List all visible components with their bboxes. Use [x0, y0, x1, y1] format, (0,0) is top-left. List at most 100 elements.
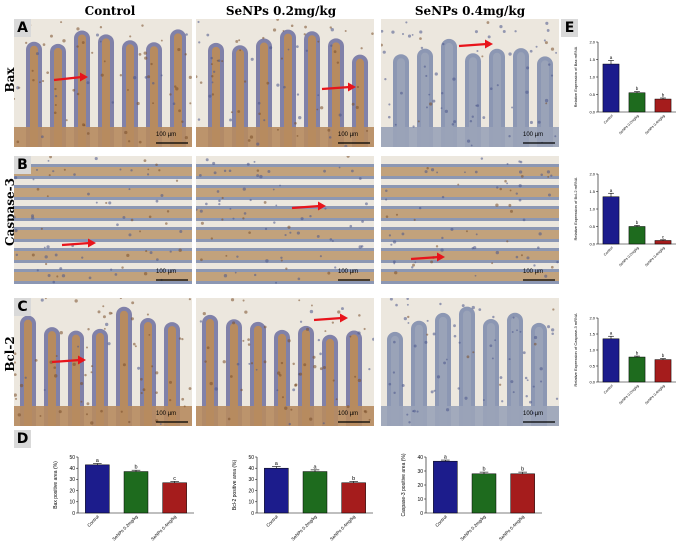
- bar-2: [628, 92, 646, 113]
- chart-d-casp3: Caspase-3 positive area (%) 0 10 20 30 40 a Con…: [398, 451, 548, 548]
- column-header-senp-04: SeNPs 0.4mg/kg: [414, 4, 526, 18]
- y-tick-label: 0.0: [589, 379, 595, 384]
- y-axis-label: Bcl-2 positive area (%): [232, 460, 238, 511]
- y-tick-label: 1.0: [589, 74, 595, 79]
- scale-bar-label: 100 µm: [156, 132, 177, 138]
- scale-bar-label: 100 µm: [523, 411, 544, 417]
- category-label: Control: [434, 514, 448, 528]
- chart-e-bcl2: Relative Expression of Bcl-2 mRNA 0.0 0.5 1…: [570, 168, 682, 279]
- significance-letter: b: [662, 93, 665, 98]
- chart-e-casp3: Relative Expression of Caspase-3 mRNA 0.0…: [570, 312, 682, 417]
- scale-bar-label: 100 µm: [338, 132, 359, 138]
- significance-letter: b: [134, 465, 137, 471]
- micrograph-bcl-2-senp-02: [196, 298, 374, 426]
- bar-3: [162, 482, 187, 514]
- column-header-control: Control: [84, 4, 136, 18]
- y-tick-label: 0.5: [589, 92, 595, 97]
- bar-1: [602, 196, 620, 245]
- significance-letter: a: [96, 458, 100, 464]
- micrograph-bax-control: [14, 19, 192, 147]
- category-label: SeNPs 0.2mg/kg: [459, 514, 487, 542]
- significance-letter: c: [173, 476, 176, 482]
- scale-bar-label: 100 µm: [156, 411, 177, 417]
- significance-letter: a: [275, 461, 279, 467]
- column-header-senp-02: SeNPs 0.2mg/kg: [225, 4, 337, 18]
- y-tick-label: 20: [69, 488, 75, 494]
- micrograph-bcl-2-senp-04: [381, 298, 559, 426]
- significance-letter: a: [610, 331, 613, 336]
- category-label: SeNPs 0.4mg/kg: [644, 246, 665, 267]
- category-label: Control: [603, 384, 614, 395]
- y-tick-label: 40: [248, 466, 254, 472]
- y-tick-label: 40: [69, 466, 75, 472]
- significance-letter: b: [662, 353, 665, 358]
- y-axis-label: Relative Expression of Bcl-2 mRNA: [573, 177, 578, 240]
- significance-letter: b: [521, 467, 524, 473]
- scale-bar-label: 100 µm: [523, 132, 544, 138]
- bar-2: [628, 356, 646, 383]
- y-tick-label: 50: [248, 455, 254, 461]
- y-tick-label: 1.5: [589, 189, 595, 194]
- red-arrow-icon: [313, 313, 348, 323]
- y-tick-label: 0: [72, 511, 75, 517]
- chart-d-bax: Bax positive area (%) 0 10 20 30 40 50 a Control…: [50, 451, 200, 548]
- bar-1: [264, 467, 289, 514]
- y-tick-label: 10: [69, 500, 75, 506]
- micrograph-caspase-3-senp-04: [381, 156, 559, 284]
- chart-d-bcl2: Bcl-2 positive area (%) 0 10 20 30 40 50 a Contr…: [229, 451, 379, 548]
- bar-3: [654, 98, 672, 113]
- category-label: SeNPs 0.4mg/kg: [329, 514, 357, 542]
- y-tick-label: 10: [417, 497, 423, 503]
- scale-bar-label: 100 µm: [338, 411, 359, 417]
- significance-letter: b: [352, 476, 355, 482]
- micrograph-caspase-3-senp-02: [196, 156, 374, 284]
- bar-3: [654, 359, 672, 383]
- y-tick-label: 30: [69, 477, 75, 483]
- y-tick-label: 20: [417, 483, 423, 489]
- y-tick-label: 0.0: [589, 109, 595, 114]
- bar-2: [471, 473, 497, 514]
- y-tick-label: 0: [420, 511, 423, 517]
- micrograph-bax-senp-04: [381, 19, 559, 147]
- scale-bar-label: 100 µm: [156, 269, 177, 275]
- bar-3: [341, 482, 366, 514]
- y-tick-label: 30: [248, 477, 254, 483]
- bar-3: [510, 473, 535, 514]
- panel-letter-e: E: [561, 19, 578, 37]
- y-tick-label: 0: [251, 511, 254, 517]
- y-tick-label: 10: [248, 500, 254, 506]
- significance-letter: b: [636, 220, 639, 225]
- category-label: SeNPs 0.2mg/kg: [618, 384, 639, 405]
- bar-2: [123, 471, 149, 514]
- scale-bar-label: 100 µm: [338, 269, 359, 275]
- y-axis-label: Relative Expression of Caspase-3 mRNA: [573, 313, 578, 386]
- micrograph-caspase-3-control: [14, 156, 192, 284]
- category-label: Control: [603, 114, 614, 125]
- red-arrow-icon: [410, 252, 445, 262]
- category-label: Control: [86, 514, 100, 528]
- red-arrow-icon: [53, 72, 88, 82]
- category-label: SeNPs 0.2mg/kg: [618, 246, 639, 267]
- category-label: SeNPs 0.4mg/kg: [644, 114, 665, 135]
- y-tick-label: 30: [417, 469, 423, 475]
- category-label: Control: [603, 246, 614, 257]
- y-tick-label: 1.0: [589, 347, 595, 352]
- category-label: SeNPs 0.2mg/kg: [290, 514, 318, 542]
- micrograph-bax-senp-02: [196, 19, 374, 147]
- panel-letter-c: C: [14, 298, 31, 316]
- bar-3: [654, 240, 672, 245]
- significance-letter: c: [662, 234, 665, 239]
- significance-letter: b: [636, 351, 639, 356]
- panel-letter-d: D: [14, 430, 31, 448]
- category-label: SeNPs 0.4mg/kg: [150, 514, 178, 542]
- y-tick-label: 2.0: [589, 39, 595, 44]
- significance-letter: a: [610, 188, 613, 193]
- significance-letter: b: [482, 467, 485, 473]
- bar-2: [302, 471, 328, 514]
- y-tick-label: 0.0: [589, 241, 595, 246]
- category-label: Control: [265, 514, 279, 528]
- significance-letter: b: [636, 86, 639, 91]
- y-axis-label: Caspase-3 positive area (%): [401, 453, 407, 516]
- red-arrow-icon: [61, 238, 96, 248]
- y-tick-label: 50: [69, 455, 75, 461]
